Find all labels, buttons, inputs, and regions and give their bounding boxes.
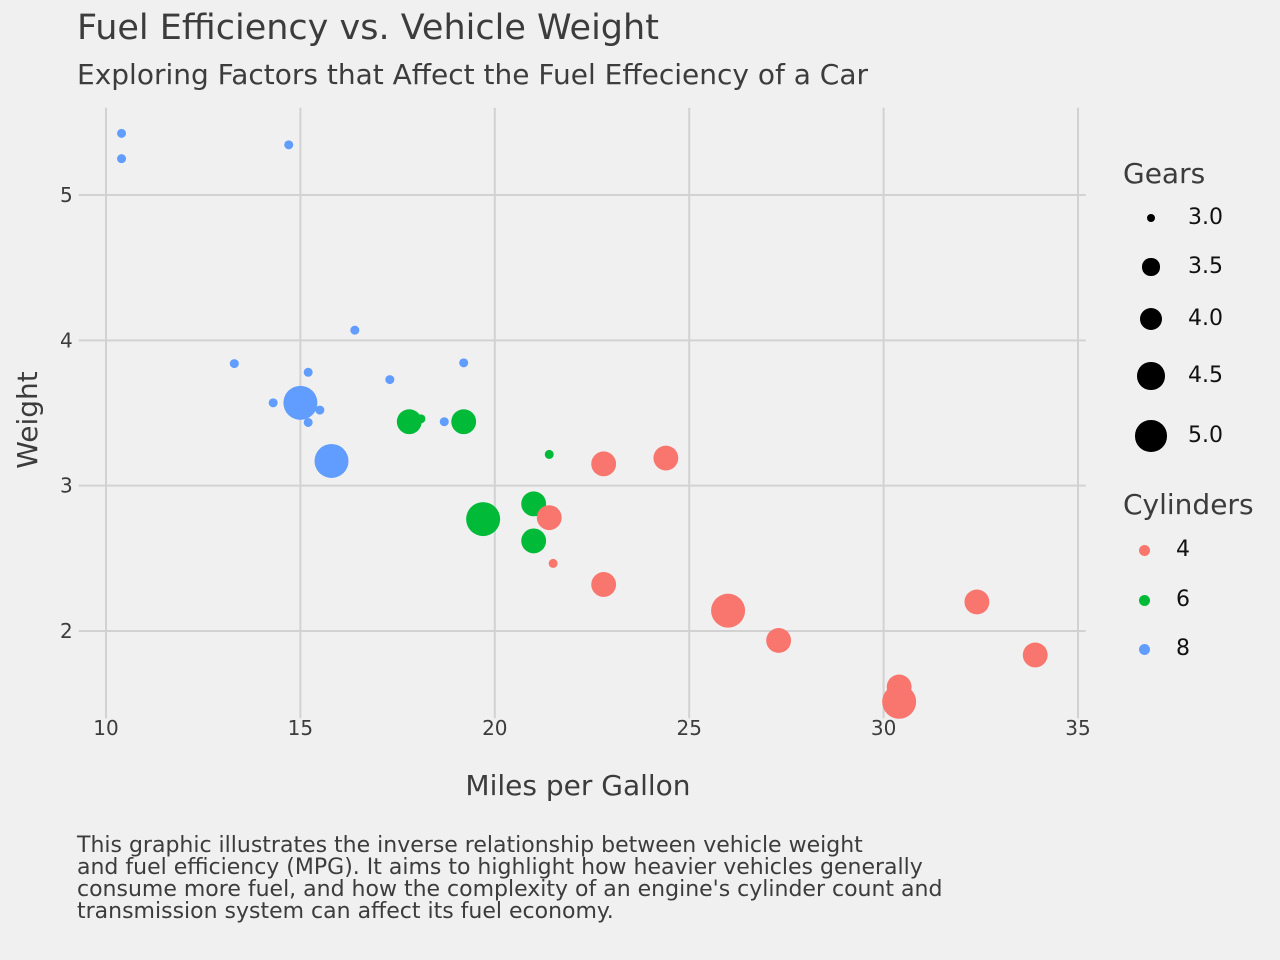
x-tick-label: 10 [93, 716, 118, 740]
grid-lines [78, 107, 1086, 719]
data-point [268, 398, 278, 408]
legend-label: 4 [1176, 537, 1190, 562]
data-point [964, 589, 990, 615]
data-point [385, 375, 395, 385]
data-point [303, 417, 313, 427]
data-point [711, 593, 746, 628]
data-point [451, 409, 477, 435]
legend-item-gears: 3.5 [1100, 247, 1280, 287]
legend-color-key [1139, 595, 1150, 606]
y-tick-label: 5 [60, 183, 73, 207]
data-point [350, 325, 360, 335]
x-tick-label: 35 [1065, 716, 1090, 740]
y-tick-label: 4 [60, 328, 73, 352]
legend-title-gears: Gears [1123, 157, 1206, 190]
data-point [117, 128, 127, 138]
y-axis-ticks: 2 3 4 5 [60, 183, 73, 643]
legend-item-gears: 4.0 [1100, 299, 1280, 339]
legend-title-cylinders: Cylinders [1123, 488, 1254, 521]
legend-size-key [1146, 213, 1156, 223]
legend-item-cylinders: 8 [1100, 629, 1280, 669]
data-point [303, 367, 313, 377]
legend-size-key [1139, 307, 1163, 331]
legend-size-key [1137, 362, 1165, 390]
data-point [315, 405, 325, 415]
x-tick-label: 15 [288, 716, 313, 740]
x-tick-label: 20 [482, 716, 507, 740]
legend-label: 3.0 [1188, 205, 1223, 230]
data-point [548, 558, 558, 568]
legend-label: 8 [1176, 636, 1190, 661]
legend-item-gears: 3.0 [1100, 198, 1280, 238]
legend-label: 6 [1176, 587, 1190, 612]
data-point [591, 451, 617, 477]
chart-caption: This graphic illustrates the inverse rel… [77, 833, 943, 924]
data-point [591, 572, 617, 597]
y-tick-label: 3 [60, 474, 73, 498]
legend-color-key [1139, 644, 1150, 655]
data-point [439, 417, 449, 427]
legend-label: 3.5 [1188, 254, 1223, 279]
x-tick-label: 30 [871, 716, 896, 740]
data-point [653, 445, 679, 471]
data-point [284, 140, 294, 150]
y-axis-label: Weight [11, 371, 44, 469]
data-point [459, 358, 469, 368]
legend-item-cylinders: 4 [1100, 530, 1280, 570]
legend-label: 4.0 [1188, 306, 1223, 331]
legend-color-key [1139, 545, 1150, 556]
legend-label: 5.0 [1188, 423, 1223, 448]
chart-subtitle: Exploring Factors that Affect the Fuel E… [77, 58, 869, 91]
data-point [466, 502, 501, 537]
legend-size-key [1135, 420, 1167, 452]
chart-title: Fuel Efficiency vs. Vehicle Weight [77, 8, 659, 48]
legend-item-cylinders: 6 [1100, 580, 1280, 620]
data-point [283, 385, 318, 420]
legend-item-gears: 5.0 [1100, 416, 1280, 456]
data-point [544, 449, 554, 459]
data-point [521, 528, 547, 554]
legend-item-gears: 4.5 [1100, 356, 1280, 396]
x-tick-label: 25 [676, 716, 701, 740]
data-point [314, 443, 349, 478]
data-point [229, 359, 239, 369]
data-points [117, 128, 1048, 719]
data-point [396, 409, 422, 435]
y-tick-label: 2 [60, 619, 73, 643]
legend-label: 4.5 [1188, 363, 1223, 388]
data-point [536, 505, 562, 531]
data-point [882, 684, 917, 719]
legend-size-key [1142, 258, 1160, 276]
data-point [1022, 642, 1048, 668]
x-axis-label: Miles per Gallon [465, 769, 690, 802]
data-point [766, 628, 792, 653]
x-axis-ticks: 10 15 20 25 30 35 [93, 716, 1090, 740]
data-point [117, 154, 127, 164]
